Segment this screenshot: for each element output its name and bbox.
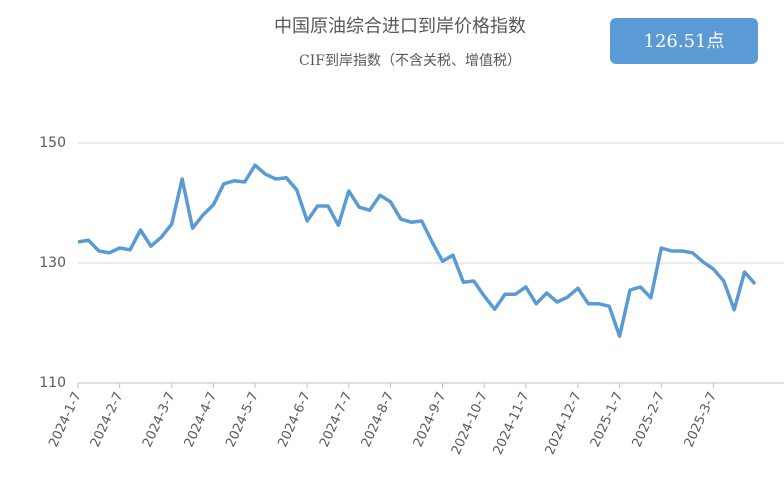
x-tick-label: 2024-5-7: [223, 390, 262, 450]
badge-text: 126.51点: [644, 31, 725, 52]
x-tick-label: 2025-1-7: [588, 390, 627, 450]
x-tick-label: 2024-6-7: [275, 390, 314, 450]
x-tick-label: 2024-3-7: [140, 390, 179, 450]
x-tick-label: 2024-10-7: [449, 390, 491, 457]
x-tick-label: 2024-11-7: [491, 390, 533, 457]
line: [77, 163, 757, 338]
x-tick-label: 2024-1-7: [46, 390, 85, 450]
x-tick-label: 2024-9-7: [411, 390, 450, 450]
x-tick-label: 2024-8-7: [359, 390, 398, 450]
chart-title: 中国原油综合进口到岸价格指数: [274, 16, 526, 37]
chart-subtitle: CIF到岸指数（不含关税、增值税）: [299, 53, 521, 69]
x-tick-label: 2024-4-7: [182, 390, 221, 450]
x-tick-label: 2025-2-7: [630, 390, 669, 450]
y-tick-label: 150: [39, 135, 66, 151]
y-tick-label: 130: [39, 255, 66, 271]
y-tick-label: 110: [39, 375, 66, 391]
x-tick-label: 2024-12-7: [543, 390, 585, 457]
x-tick-label: 2025-3-7: [682, 390, 721, 450]
x-tick-label: 2024-2-7: [88, 390, 127, 450]
x-tick-label: 2024-7-7: [317, 390, 356, 450]
badge: [610, 18, 758, 64]
